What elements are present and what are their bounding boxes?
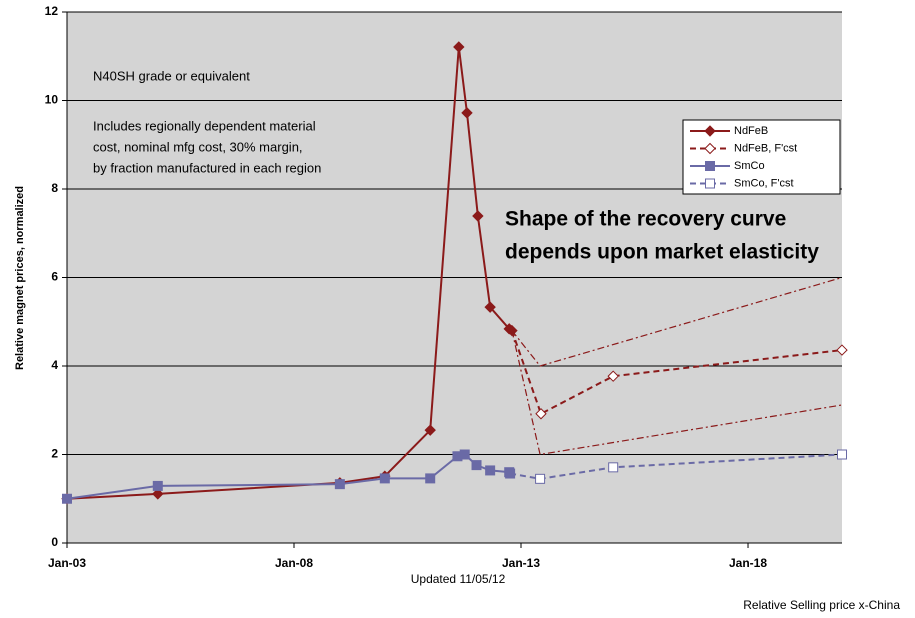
marker (836, 344, 848, 356)
y-tick-label: 4 (51, 358, 58, 372)
y-tick-label: 2 (51, 447, 58, 461)
y-tick-label: 0 (51, 535, 58, 549)
envelope-line (511, 276, 843, 367)
marker (459, 449, 470, 460)
x-tick-label: Jan-08 (275, 556, 313, 570)
marker (334, 479, 345, 490)
marker (535, 408, 547, 420)
annotation: N40SH grade or equivalent (93, 68, 250, 83)
marker (62, 493, 72, 504)
legend-marker (704, 142, 716, 155)
annotation: depends upon market elasticity (505, 241, 819, 264)
legend-marker (705, 161, 715, 171)
marker (535, 473, 546, 484)
y-tick-label: 12 (45, 4, 59, 18)
y-tick-label: 10 (45, 93, 59, 107)
marker (837, 449, 847, 460)
annotation: Relative Selling price x-China (743, 598, 900, 612)
marker (453, 41, 465, 53)
marker (608, 462, 619, 473)
annotation: Updated 11/05/12 (411, 572, 506, 586)
series-line (510, 330, 843, 416)
y-tick-label: 8 (51, 181, 58, 195)
marker (152, 488, 164, 500)
marker (425, 473, 436, 484)
legend-label: NdFeB (734, 125, 768, 137)
annotation: Shape of the recovery curve (505, 208, 786, 231)
marker (484, 301, 496, 313)
annotation: by fraction manufactured in each region (93, 160, 321, 175)
marker (607, 370, 619, 382)
annotation: cost, nominal mfg cost, 30% margin, (93, 139, 303, 154)
legend-marker (704, 125, 716, 137)
marker (471, 460, 482, 471)
x-tick-label: Jan-13 (502, 556, 540, 570)
annotation: Includes regionally dependent material (93, 118, 316, 133)
y-tick-label: 6 (51, 270, 58, 284)
marker (485, 465, 496, 476)
envelope-line (511, 330, 843, 456)
legend-marker (705, 178, 715, 189)
x-tick-label: Jan-03 (48, 556, 86, 570)
marker (379, 473, 390, 484)
marker (472, 210, 484, 222)
legend-label: SmCo, F'cst (734, 177, 794, 189)
series-line (509, 453, 843, 480)
x-tick-label: Jan-18 (729, 556, 767, 570)
marker (461, 107, 473, 119)
y-axis-label: Relative magnet prices, normalized (14, 186, 26, 370)
marker (152, 480, 163, 491)
marker (424, 424, 436, 436)
legend-label: NdFeB, F'cst (734, 142, 797, 154)
legend-label: SmCo (734, 160, 765, 172)
